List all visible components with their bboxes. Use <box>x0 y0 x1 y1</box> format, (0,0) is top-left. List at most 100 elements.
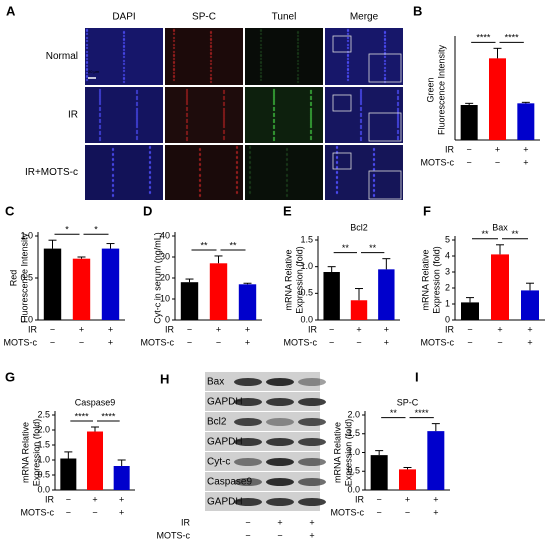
cell <box>346 78 350 82</box>
error-bar <box>403 467 412 470</box>
cell <box>135 89 139 93</box>
cell <box>98 112 102 116</box>
condition-sign: + <box>245 337 250 347</box>
cell <box>396 97 400 101</box>
condition-label: MOTS-c <box>4 337 38 347</box>
condition-sign: + <box>245 324 250 334</box>
chart-title: Bax <box>492 222 508 232</box>
cell <box>135 135 139 139</box>
cell <box>259 50 263 54</box>
cell <box>198 179 202 183</box>
band <box>298 438 326 446</box>
band <box>266 498 294 506</box>
cell <box>309 115 313 119</box>
cell <box>135 129 139 133</box>
bar <box>60 458 77 490</box>
condition-sign: − <box>187 324 192 334</box>
row-label: IR+MOTS-c <box>25 167 78 178</box>
cell <box>383 55 387 59</box>
band <box>234 498 262 506</box>
cell <box>222 113 226 117</box>
cell <box>372 148 376 152</box>
cell <box>309 89 313 93</box>
cell <box>272 106 276 110</box>
condition-label: IR <box>445 324 455 334</box>
condition-label: MOTS-c <box>331 507 365 517</box>
cell <box>396 119 400 123</box>
cell <box>296 80 300 84</box>
micrograph <box>325 28 403 85</box>
column-label: Tunel <box>272 12 297 23</box>
cell <box>185 106 189 110</box>
y-tick-label: 1 <box>445 298 450 308</box>
y-axis-label: Expression (fold) <box>31 419 41 487</box>
cell <box>98 94 102 98</box>
condition-sign: − <box>377 494 382 504</box>
y-tick-label: 10 <box>160 293 170 303</box>
cell <box>98 126 102 130</box>
y-axis-label: Cyt-c in serum (ng/mL) <box>152 232 162 324</box>
y-axis-label: Expression (fold) <box>431 246 441 314</box>
cell <box>309 109 313 113</box>
cell <box>359 112 363 116</box>
error-bar <box>77 256 86 259</box>
cell <box>259 61 263 65</box>
condition-sign: + <box>92 494 97 504</box>
y-tick-label: 1.0 <box>347 447 360 457</box>
cell <box>272 130 276 134</box>
cell <box>122 52 126 56</box>
y-tick-label: 2 <box>445 282 450 292</box>
cell <box>296 62 300 66</box>
cell <box>85 71 89 75</box>
cell <box>122 59 126 63</box>
cell <box>359 100 363 104</box>
cell <box>172 50 176 54</box>
cell <box>309 111 313 115</box>
cell <box>135 117 139 121</box>
cell <box>135 109 139 113</box>
cell <box>396 137 400 141</box>
cell <box>185 112 189 116</box>
cell <box>383 34 387 38</box>
cell <box>111 184 115 188</box>
cell <box>272 138 276 142</box>
error-bar <box>496 244 504 255</box>
y-tick-label: 2.0 <box>347 409 360 419</box>
bar <box>323 272 340 320</box>
condition-sign: − <box>467 337 472 347</box>
band <box>266 378 294 386</box>
cell <box>296 77 300 81</box>
condition-label: MOTS-c <box>141 337 175 347</box>
cell <box>309 97 313 101</box>
cell <box>185 96 189 100</box>
cell <box>396 91 400 95</box>
condition-sign: + <box>523 157 528 167</box>
micrograph <box>245 28 323 85</box>
bar <box>370 455 388 490</box>
cell <box>122 41 126 45</box>
cell <box>359 88 363 92</box>
cell <box>222 95 226 99</box>
cell <box>85 57 89 61</box>
cell <box>185 108 189 112</box>
band <box>298 458 326 466</box>
cell <box>359 92 363 96</box>
y-tick-label: 1.0 <box>300 261 313 271</box>
cell <box>172 46 176 50</box>
error-bar <box>106 243 115 249</box>
error-bar <box>327 266 336 272</box>
cell <box>383 38 387 42</box>
bar <box>238 284 257 320</box>
cell <box>122 31 126 35</box>
condition-sign: + <box>277 517 282 527</box>
cell <box>346 57 350 61</box>
cell <box>359 126 363 130</box>
band <box>266 478 294 486</box>
cell <box>185 130 189 134</box>
inset <box>368 170 402 200</box>
condition-sign: − <box>467 157 472 167</box>
cell <box>272 114 276 118</box>
cell <box>185 102 189 106</box>
cell <box>259 75 263 79</box>
cell <box>359 138 363 142</box>
